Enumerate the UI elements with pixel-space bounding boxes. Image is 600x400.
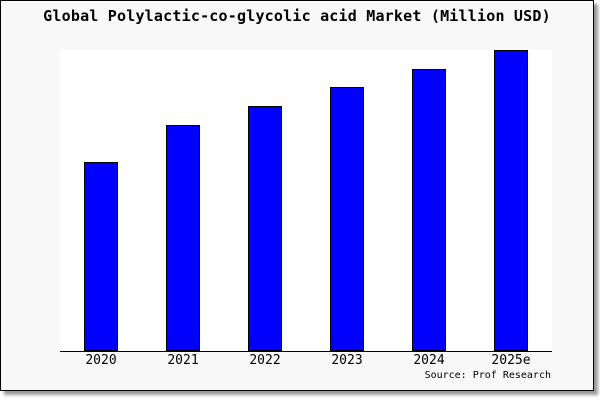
chart-title: Global Polylactic-co-glycolic acid Marke…	[43, 7, 551, 25]
x-tick-label-2025e: 2025e	[491, 353, 531, 368]
x-tick-label-2024: 2024	[413, 353, 445, 368]
x-tick-label-2020: 2020	[85, 353, 117, 368]
bar-2021	[166, 125, 200, 351]
bar-2023	[330, 87, 364, 351]
x-tick-label-2022: 2022	[249, 353, 281, 368]
chart-figure: Global Polylactic-co-glycolic acid Marke…	[0, 0, 594, 391]
plot-area	[60, 50, 552, 352]
x-tick-label-2021: 2021	[167, 353, 199, 368]
x-tick-label-2023: 2023	[331, 353, 363, 368]
bar-2022	[248, 106, 282, 351]
source-credit: Source: Prof Research	[424, 370, 551, 381]
bar-2020	[84, 162, 118, 351]
bar-2025e	[494, 50, 528, 351]
bar-2024	[412, 69, 446, 351]
